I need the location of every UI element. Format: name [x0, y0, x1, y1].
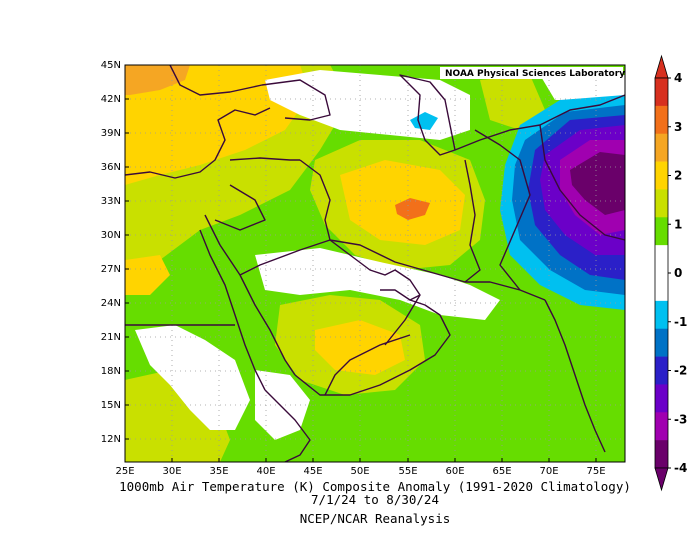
lat-tick-label: 24N: [101, 298, 121, 309]
colorbar-arrow-top: [654, 54, 669, 79]
lat-tick-label: 33N: [101, 196, 121, 207]
coastline-persian-gulf: [329, 239, 421, 301]
border-china: [539, 124, 625, 241]
coastline-mediterranean: [125, 107, 271, 179]
lon-tick-label: 65E: [492, 466, 511, 477]
colorbar-swatch: [655, 273, 668, 302]
colorbar-label: 2: [674, 169, 682, 183]
lon-tick-label: 25E: [115, 466, 134, 477]
anomaly-region-plus3-iran: [395, 198, 430, 220]
colorbar-label: 0: [674, 266, 682, 280]
map-plot-area: [125, 65, 625, 462]
lon-tick-label: 40E: [256, 466, 275, 477]
border-jordan: [214, 184, 266, 231]
coastlines-and-borders: [125, 65, 625, 462]
lon-tick-label: 35E: [209, 466, 228, 477]
coastline-red-sea-east: [204, 214, 296, 376]
anomaly-region-zero-northeast: [540, 75, 625, 100]
colorbar-swatch: [655, 440, 668, 469]
lat-tick-label: 12N: [101, 434, 121, 445]
lat-tick-label: 30N: [101, 230, 121, 241]
colorbar-swatch: [655, 384, 668, 413]
colorbar-swatch: [655, 189, 668, 218]
border-oman: [384, 294, 421, 346]
anomaly-region-plus2-sw: [125, 255, 170, 295]
credit-box: [440, 67, 623, 79]
coastline-horn-africa: [264, 389, 311, 462]
anomaly-region-plus2-arabia: [315, 320, 405, 375]
coastline-india-west: [544, 299, 606, 453]
border-yemen: [324, 334, 411, 396]
lon-tick-label: 55E: [398, 466, 417, 477]
anomaly-region-minus4: [570, 152, 625, 215]
caption-title: 1000mb Air Temperature (K) Composite Ano…: [119, 479, 631, 494]
colorbar-label: -2: [674, 364, 687, 378]
colorbar-swatch: [655, 161, 668, 190]
lat-tick-label: 39N: [101, 128, 121, 139]
lon-tick-label: 60E: [445, 466, 464, 477]
lat-tick-label: 18N: [101, 366, 121, 377]
anomaly-region-plus1-northeast: [480, 75, 545, 130]
plot-frame: [124, 64, 626, 463]
colorbar-arrow-bottom: [654, 467, 669, 492]
border-afghan-pak: [474, 129, 531, 291]
lon-tick-label: 75E: [586, 466, 605, 477]
lat-tick-label: 21N: [101, 332, 121, 343]
colorbar-swatch: [655, 328, 668, 357]
colorbar-swatch: [655, 245, 668, 274]
border-saudi: [239, 239, 331, 276]
coastline-arabia-south: [294, 299, 451, 396]
colorbar-swatch: [655, 300, 668, 330]
lat-tick-label: 45N: [101, 60, 121, 71]
coastline-black-sea: [169, 65, 331, 121]
coastline-iran-south: [329, 239, 546, 301]
border-iraq-iran: [299, 159, 331, 241]
coastline-caspian: [399, 74, 456, 156]
border-turkey-syria: [229, 157, 300, 161]
lat-tick-labels: 12N 15N 18N 21N 24N 27N 30N 33N 36N 39N …: [101, 60, 121, 445]
lat-tick-label: 15N: [101, 400, 121, 411]
colorbar-swatch: [655, 105, 668, 135]
colorbar-label: 1: [674, 217, 682, 231]
colorbar-swatch: [655, 356, 668, 385]
anomaly-region-zero-redsea: [135, 325, 250, 430]
caption-dates: 7/1/24 to 8/30/24: [311, 492, 439, 507]
coastline-red-sea-west: [199, 229, 266, 391]
lat-tick-label: 27N: [101, 264, 121, 275]
colorbar-label: 3: [674, 120, 682, 134]
colorbar-swatch: [655, 133, 668, 162]
colorbar-label: 4: [674, 71, 682, 85]
credit-text: NOAA Physical Sciences Laboratory: [445, 69, 625, 79]
colorbar-label: -4: [674, 461, 687, 475]
lon-tick-labels: 25E 30E 35E 40E 45E 50E 55E 60E 65E 70E …: [115, 466, 605, 477]
lon-tick-label: 30E: [162, 466, 181, 477]
border-iran-afghan: [464, 159, 481, 283]
colorbar-swatch: [655, 412, 668, 441]
lon-tick-label: 45E: [303, 466, 322, 477]
lat-tick-label: 36N: [101, 162, 121, 173]
anomaly-region-plus2-west: [125, 65, 310, 185]
axis-ticks: [125, 98, 597, 462]
caption-source: NCEP/NCAR Reanalysis: [300, 511, 451, 526]
graticule: [125, 65, 625, 462]
colorbar-swatch: [655, 78, 668, 107]
colorbar-label: -1: [674, 315, 687, 329]
colorbar-swatch: [655, 217, 668, 246]
anomaly-region-caspian-patch: [410, 112, 438, 130]
lon-tick-label: 70E: [539, 466, 558, 477]
colorbar: 4 3 2 1 0 -1 -2 -3 -4: [654, 54, 687, 492]
lat-tick-label: 42N: [101, 94, 121, 105]
anomaly-region-zero-arabia: [255, 248, 500, 320]
lon-tick-label: 50E: [350, 466, 369, 477]
colorbar-label: -3: [674, 412, 687, 426]
